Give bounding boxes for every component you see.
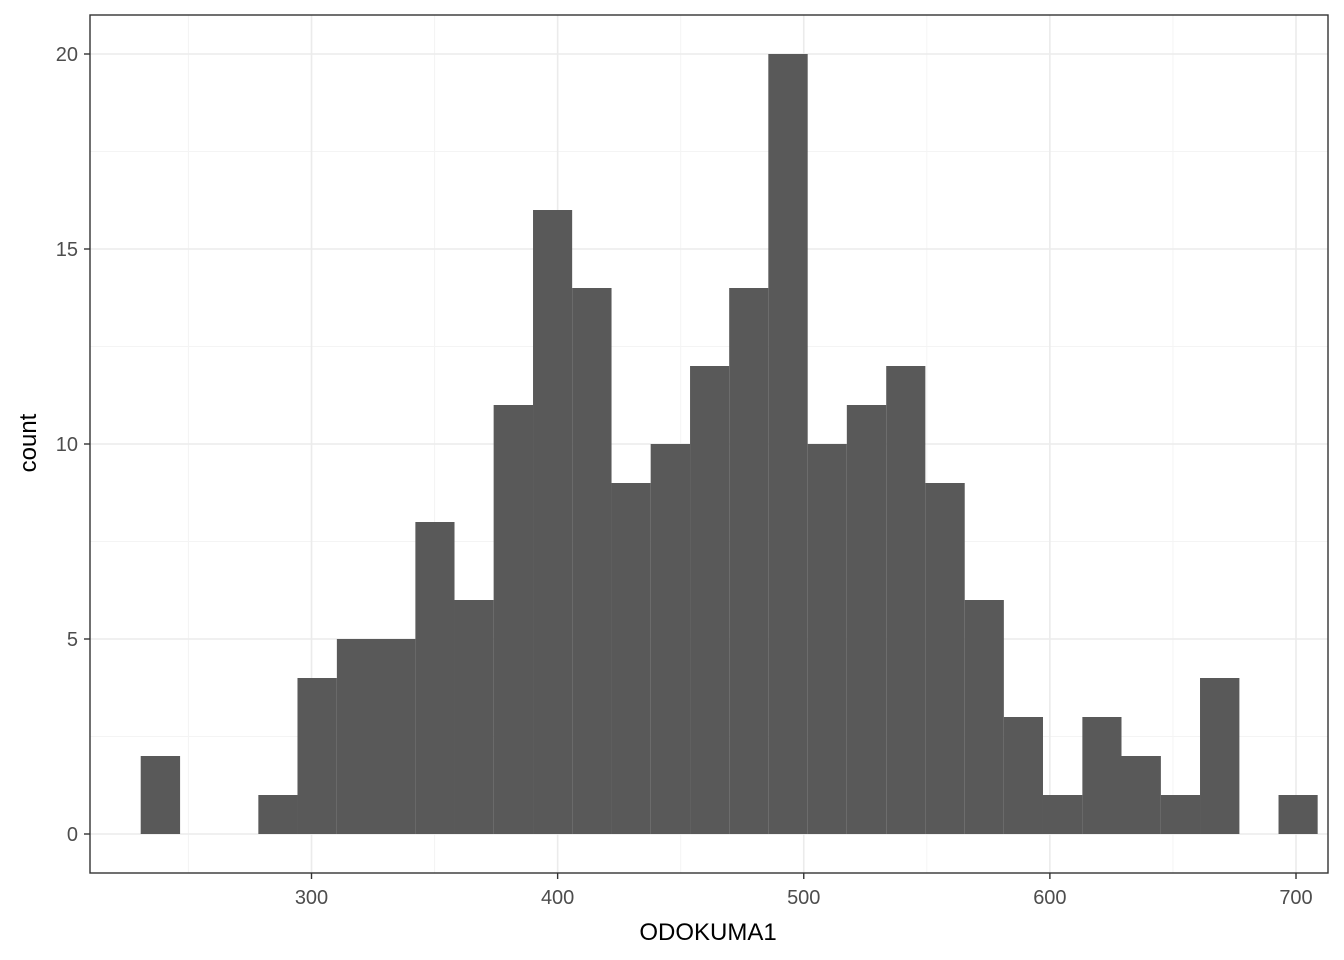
- x-axis-title: ODOKUMA1: [639, 919, 776, 946]
- y-tick-label: 20: [56, 44, 78, 66]
- histogram-bar: [415, 522, 455, 834]
- histogram-bar: [768, 54, 808, 834]
- histogram-bar: [886, 366, 926, 834]
- axes: 300 400 500 600 700 0 5 10 15 20: [56, 44, 1313, 909]
- histogram-bar: [454, 600, 494, 834]
- histogram-bar: [807, 444, 847, 834]
- histogram-bar: [964, 600, 1004, 834]
- x-tick-label: 600: [1033, 887, 1066, 909]
- histogram-bar: [1003, 717, 1043, 834]
- histogram-bar: [1042, 795, 1083, 834]
- histogram-bar: [650, 444, 691, 834]
- histogram-bar: [925, 483, 965, 834]
- histogram-bar: [493, 405, 534, 834]
- histogram-bar: [375, 639, 416, 834]
- histogram-bar: [611, 483, 651, 834]
- x-tick-label: 400: [541, 887, 574, 909]
- x-tick-label: 500: [787, 887, 820, 909]
- histogram-bar: [533, 210, 573, 834]
- y-tick-label: 0: [67, 824, 78, 846]
- histogram-bar: [258, 795, 298, 834]
- histogram-bar: [140, 756, 181, 834]
- histogram-bar: [297, 678, 337, 834]
- histogram-bar: [729, 288, 769, 834]
- histogram-bar: [1160, 795, 1201, 834]
- y-tick-label: 10: [56, 434, 78, 456]
- histogram-bar: [1121, 756, 1161, 834]
- histogram-bar: [1278, 795, 1318, 834]
- x-tick-label: 700: [1279, 887, 1312, 909]
- histogram-bar: [690, 366, 730, 834]
- histogram-bar: [572, 288, 612, 834]
- x-tick-label: 300: [295, 887, 328, 909]
- histogram-bars: [140, 54, 1318, 834]
- y-axis-title: count: [15, 413, 42, 472]
- y-tick-label: 15: [56, 239, 78, 261]
- histogram-bar: [1082, 717, 1122, 834]
- histogram-bar: [1200, 678, 1240, 834]
- histogram-bar: [846, 405, 887, 834]
- y-tick-label: 5: [67, 629, 78, 651]
- histogram-bar: [336, 639, 376, 834]
